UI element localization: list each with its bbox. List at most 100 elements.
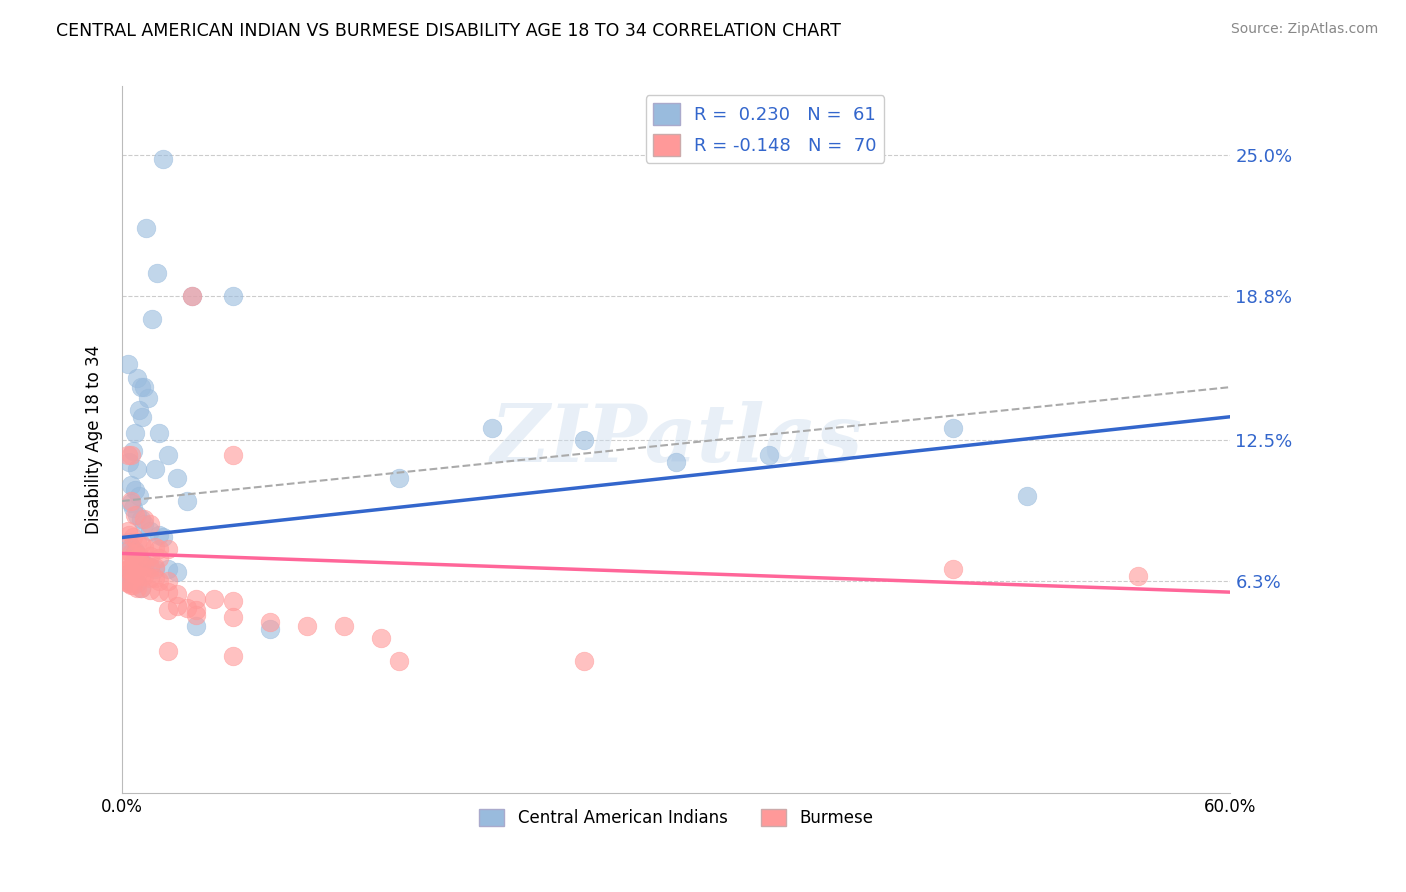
- Point: [157, 449, 180, 463]
- Point: [118, 528, 141, 542]
- Point: [125, 508, 148, 522]
- Point: [129, 380, 152, 394]
- Point: [129, 581, 152, 595]
- Point: [181, 289, 204, 303]
- Point: [166, 587, 188, 601]
- Point: [125, 566, 148, 581]
- Point: [129, 558, 152, 572]
- Point: [122, 565, 145, 579]
- Point: [134, 558, 156, 572]
- Point: [134, 569, 156, 583]
- Point: [136, 392, 159, 406]
- Point: [129, 537, 152, 551]
- Point: [125, 371, 148, 385]
- Point: [146, 266, 169, 280]
- Point: [128, 551, 150, 566]
- Point: [120, 546, 142, 560]
- Point: [120, 569, 142, 583]
- Point: [184, 619, 207, 633]
- Point: [157, 603, 180, 617]
- Point: [166, 471, 188, 485]
- Point: [942, 562, 965, 576]
- Point: [128, 549, 150, 563]
- Point: [157, 562, 180, 576]
- Point: [129, 581, 152, 595]
- Point: [118, 569, 141, 583]
- Point: [118, 553, 141, 567]
- Point: [122, 443, 145, 458]
- Point: [124, 566, 146, 581]
- Point: [117, 449, 139, 463]
- Point: [122, 572, 145, 586]
- Point: [129, 569, 152, 583]
- Point: [117, 576, 139, 591]
- Point: [1017, 490, 1039, 504]
- Point: [117, 544, 139, 558]
- Point: [139, 582, 162, 597]
- Point: [148, 541, 170, 556]
- Point: [120, 478, 142, 492]
- Point: [134, 516, 156, 531]
- Point: [134, 380, 156, 394]
- Point: [222, 648, 245, 663]
- Point: [139, 560, 162, 574]
- Text: CENTRAL AMERICAN INDIAN VS BURMESE DISABILITY AGE 18 TO 34 CORRELATION CHART: CENTRAL AMERICAN INDIAN VS BURMESE DISAB…: [56, 22, 841, 40]
- Point: [139, 549, 162, 563]
- Point: [134, 558, 156, 572]
- Point: [295, 619, 318, 633]
- Point: [122, 531, 145, 545]
- Point: [118, 562, 141, 576]
- Point: [143, 540, 166, 554]
- Point: [222, 594, 245, 608]
- Point: [181, 289, 204, 303]
- Point: [117, 574, 139, 588]
- Point: [157, 585, 180, 599]
- Point: [129, 553, 152, 567]
- Point: [370, 631, 392, 645]
- Point: [124, 544, 146, 558]
- Point: [120, 565, 142, 579]
- Point: [143, 562, 166, 576]
- Point: [118, 455, 141, 469]
- Point: [117, 553, 139, 567]
- Point: [152, 531, 174, 545]
- Point: [222, 289, 245, 303]
- Point: [120, 540, 142, 554]
- Point: [388, 653, 411, 667]
- Point: [122, 556, 145, 570]
- Point: [131, 409, 153, 424]
- Point: [481, 421, 503, 435]
- Point: [125, 556, 148, 570]
- Point: [134, 540, 156, 554]
- Point: [1126, 569, 1149, 583]
- Point: [222, 449, 245, 463]
- Point: [125, 549, 148, 563]
- Point: [124, 508, 146, 522]
- Point: [125, 576, 148, 591]
- Point: [176, 494, 198, 508]
- Point: [118, 576, 141, 591]
- Y-axis label: Disability Age 18 to 34: Disability Age 18 to 34: [86, 345, 103, 534]
- Point: [117, 524, 139, 538]
- Point: [222, 610, 245, 624]
- Point: [166, 565, 188, 579]
- Point: [117, 535, 139, 549]
- Point: [152, 153, 174, 167]
- Point: [204, 592, 226, 607]
- Point: [184, 607, 207, 622]
- Point: [125, 581, 148, 595]
- Point: [157, 574, 180, 588]
- Point: [143, 560, 166, 574]
- Point: [184, 603, 207, 617]
- Point: [122, 500, 145, 515]
- Point: [942, 421, 965, 435]
- Point: [120, 496, 142, 510]
- Point: [135, 220, 157, 235]
- Point: [120, 494, 142, 508]
- Point: [120, 449, 142, 463]
- Point: [143, 462, 166, 476]
- Point: [124, 425, 146, 440]
- Text: Source: ZipAtlas.com: Source: ZipAtlas.com: [1230, 22, 1378, 37]
- Point: [125, 535, 148, 549]
- Point: [148, 585, 170, 599]
